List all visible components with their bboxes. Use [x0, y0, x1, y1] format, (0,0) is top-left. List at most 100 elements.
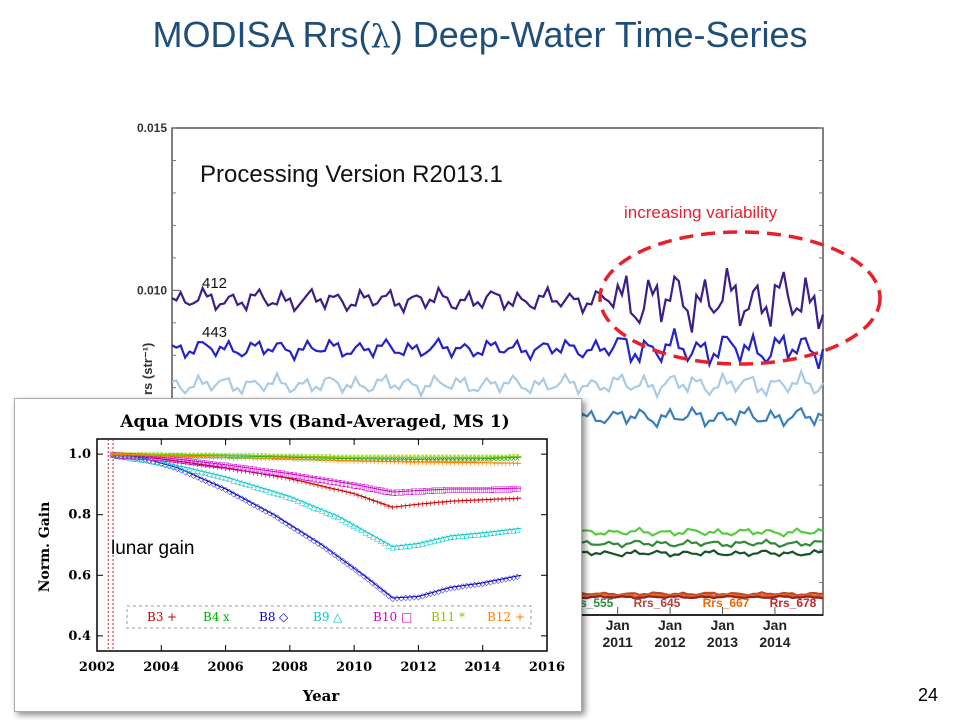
- inset-data-marker: *: [477, 453, 481, 462]
- inset-data-marker: ◇: [170, 463, 177, 472]
- inset-data-marker: △: [235, 477, 242, 486]
- inset-data-marker: ◇: [231, 489, 238, 498]
- inset-data-marker: +: [447, 458, 454, 467]
- inset-data-marker: □: [402, 487, 410, 496]
- inset-data-marker: +: [467, 459, 474, 468]
- inset-data-marker: △: [142, 455, 149, 464]
- inset-data-marker: ◇: [166, 462, 173, 471]
- inset-data-marker: +: [451, 458, 458, 467]
- inset-data-marker: △: [247, 480, 254, 489]
- inset-data-marker: △: [162, 459, 169, 468]
- inset-data-marker: *: [252, 452, 256, 461]
- inset-data-marker: △: [166, 460, 173, 469]
- inset-data-marker: ◇: [435, 587, 442, 596]
- inset-data-marker: ◇: [510, 573, 517, 582]
- inset-data-marker: x: [432, 455, 437, 464]
- inset-data-marker: +: [303, 478, 310, 487]
- inset-data-marker: *: [449, 453, 453, 462]
- inset-data-marker: x: [320, 454, 325, 463]
- main-x-tick-year: 2014: [759, 634, 790, 650]
- inset-data-marker: *: [340, 453, 344, 462]
- inset-data-marker: x: [384, 455, 389, 464]
- inset-data-marker: x: [287, 453, 292, 462]
- inset-data-marker: △: [374, 534, 381, 543]
- inset-data-marker: ◇: [344, 559, 351, 568]
- inset-data-marker: +: [214, 453, 221, 462]
- inset-data-marker: *: [461, 453, 465, 462]
- inset-data-marker: △: [378, 536, 385, 545]
- inset-data-marker: x: [259, 453, 264, 462]
- inset-data-marker: +: [382, 500, 389, 509]
- inset-data-marker: △: [174, 462, 181, 471]
- inset-data-marker: ◇: [427, 589, 434, 598]
- inset-data-marker: +: [435, 498, 442, 507]
- inset-data-marker: +: [178, 452, 185, 461]
- inset-data-marker: +: [295, 476, 302, 485]
- inset-data-marker: x: [356, 455, 361, 464]
- inset-data-marker: +: [282, 474, 289, 483]
- inset-data-marker: +: [351, 457, 358, 466]
- inset-data-marker: +: [291, 475, 298, 484]
- inset-data-marker: □: [158, 453, 166, 462]
- inset-data-marker: □: [109, 450, 117, 459]
- inset-legend-label: B8: [259, 610, 275, 624]
- inset-data-marker: +: [234, 453, 241, 462]
- inset-data-marker: +: [170, 456, 177, 465]
- inset-data-marker: +: [234, 466, 241, 475]
- inset-data-marker: △: [138, 455, 145, 464]
- inset-data-marker: x: [251, 452, 256, 461]
- inset-data-marker: □: [266, 467, 274, 476]
- inset-data-marker: ◇: [439, 586, 446, 595]
- inset-data-marker: △: [307, 501, 314, 510]
- inset-data-marker: ◇: [243, 496, 250, 505]
- inset-data-marker: △: [419, 539, 426, 548]
- inset-data-marker: +: [347, 489, 354, 498]
- main-legend-entry: Rrs_645: [634, 596, 681, 610]
- inset-data-marker: △: [382, 538, 389, 547]
- main-series-line: [171, 368, 824, 400]
- inset-data-marker: +: [238, 454, 245, 463]
- inset-data-marker: +: [134, 451, 141, 460]
- inset-data-marker: *: [364, 453, 368, 462]
- inset-data-marker: *: [515, 453, 519, 462]
- inset-data-marker: x: [364, 455, 369, 464]
- inset-data-marker: +: [142, 453, 149, 462]
- inset-data-marker: □: [274, 468, 282, 477]
- inset-data-marker: +: [411, 458, 418, 467]
- inset-x-tick-label: 2010: [336, 660, 372, 675]
- inset-data-marker: *: [288, 452, 292, 461]
- inset-data-marker: +: [174, 452, 181, 461]
- inset-data-marker: +: [378, 499, 385, 508]
- inset-data-marker: +: [431, 458, 438, 467]
- inset-data-marker: □: [198, 458, 206, 467]
- inset-data-marker: *: [408, 453, 412, 462]
- inset-data-marker: ◇: [287, 521, 294, 530]
- inset-data-marker: □: [346, 480, 354, 489]
- inset-data-marker: ◇: [480, 579, 487, 588]
- inset-data-marker: +: [114, 450, 121, 459]
- inset-data-marker: +: [138, 451, 145, 460]
- inset-data-marker: x: [308, 454, 313, 463]
- inset-data-marker: □: [306, 473, 314, 482]
- inset-data-marker: +: [491, 495, 498, 504]
- inset-data-marker: +: [138, 453, 145, 462]
- inset-data-marker: △: [198, 467, 205, 476]
- inset-data-marker: △: [443, 533, 450, 542]
- inset-data-marker: +: [475, 459, 482, 468]
- inset-data-marker: □: [302, 472, 310, 481]
- inset-data-marker: □: [113, 450, 121, 459]
- inset-data-marker: +: [383, 457, 390, 466]
- inset-data-marker: ◇: [460, 582, 467, 591]
- inset-data-marker: △: [435, 535, 442, 544]
- inset-data-marker: □: [475, 485, 483, 494]
- inset-data-marker: +: [359, 492, 366, 501]
- inset-data-marker: *: [195, 451, 199, 460]
- inset-data-marker: +: [134, 452, 141, 461]
- inset-x-tick-label: 2012: [400, 660, 436, 675]
- inset-data-marker: △: [194, 466, 201, 475]
- inset-data-marker: *: [208, 451, 212, 460]
- inset-data-marker: △: [231, 475, 238, 484]
- inset-data-marker: □: [471, 485, 479, 494]
- inset-data-marker: ◇: [194, 473, 201, 482]
- inset-data-marker: □: [439, 485, 447, 494]
